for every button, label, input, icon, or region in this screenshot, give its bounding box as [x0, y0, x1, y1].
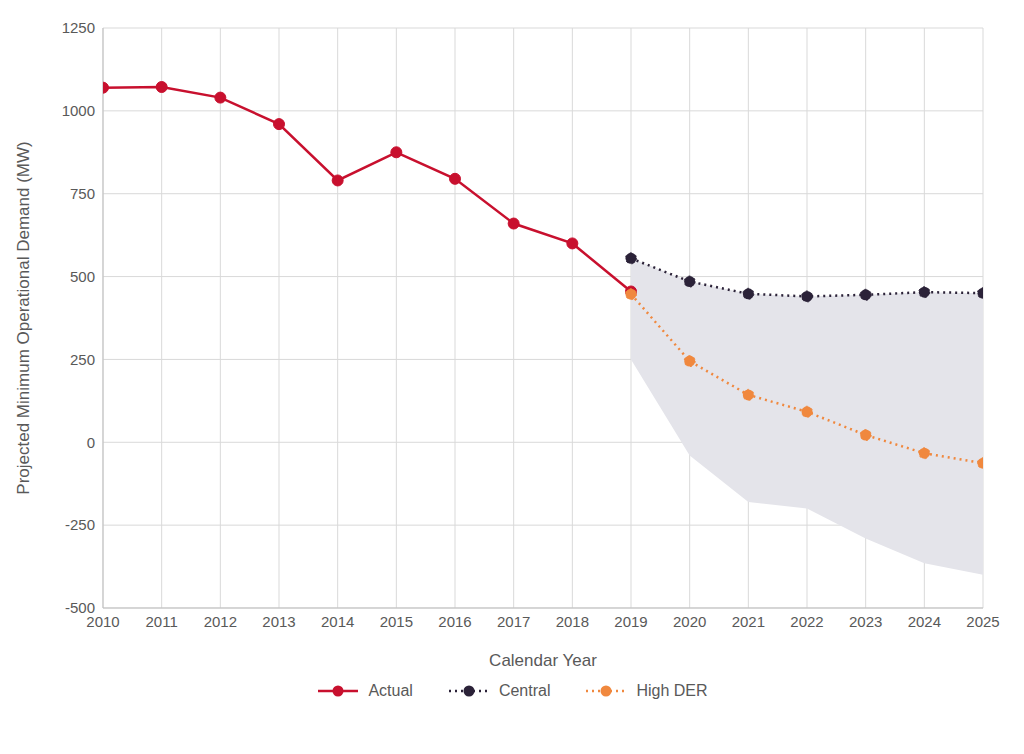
- svg-text:2017: 2017: [497, 613, 530, 630]
- svg-text:2014: 2014: [321, 613, 354, 630]
- svg-text:2013: 2013: [262, 613, 295, 630]
- html-text:Central: Central: [498, 682, 551, 699]
- svg-text:1000: 1000: [62, 102, 95, 119]
- svg-text:2010: 2010: [86, 612, 120, 630]
- svg-text:2015: 2015: [380, 613, 413, 630]
- svg-text:750: 750: [70, 185, 95, 202]
- svg-text:500: 500: [70, 268, 95, 285]
- svg-text:-250: -250: [65, 516, 95, 533]
- html-text:High DER: High DER: [636, 682, 708, 699]
- svg-text:2025: 2025: [966, 613, 999, 630]
- svg-text:1250: 1250: [62, 19, 95, 36]
- svg-text:2021: 2021: [732, 613, 765, 630]
- svg-text:-500: -500: [65, 599, 95, 616]
- svg-text:0: 0: [87, 434, 95, 451]
- svg-text:2020: 2020: [673, 613, 706, 630]
- svg-text:Projected Minimum Operational: Projected Minimum Operational Demand (MW…: [14, 141, 33, 494]
- svg-text:2018: 2018: [556, 613, 589, 630]
- svg-text:Calendar Year: Calendar Year: [489, 651, 597, 670]
- svg-text:2023: 2023: [849, 613, 882, 630]
- svg-text:2016: 2016: [438, 613, 471, 630]
- svg-text:2022: 2022: [790, 613, 823, 630]
- svg-text:2024: 2024: [908, 613, 941, 630]
- svg-text:2011: 2011: [146, 613, 178, 630]
- svg-text:2019: 2019: [614, 613, 647, 630]
- html-text:Actual: Actual: [368, 682, 413, 699]
- svg-text:2012: 2012: [204, 613, 237, 630]
- svg-text:250: 250: [70, 351, 95, 368]
